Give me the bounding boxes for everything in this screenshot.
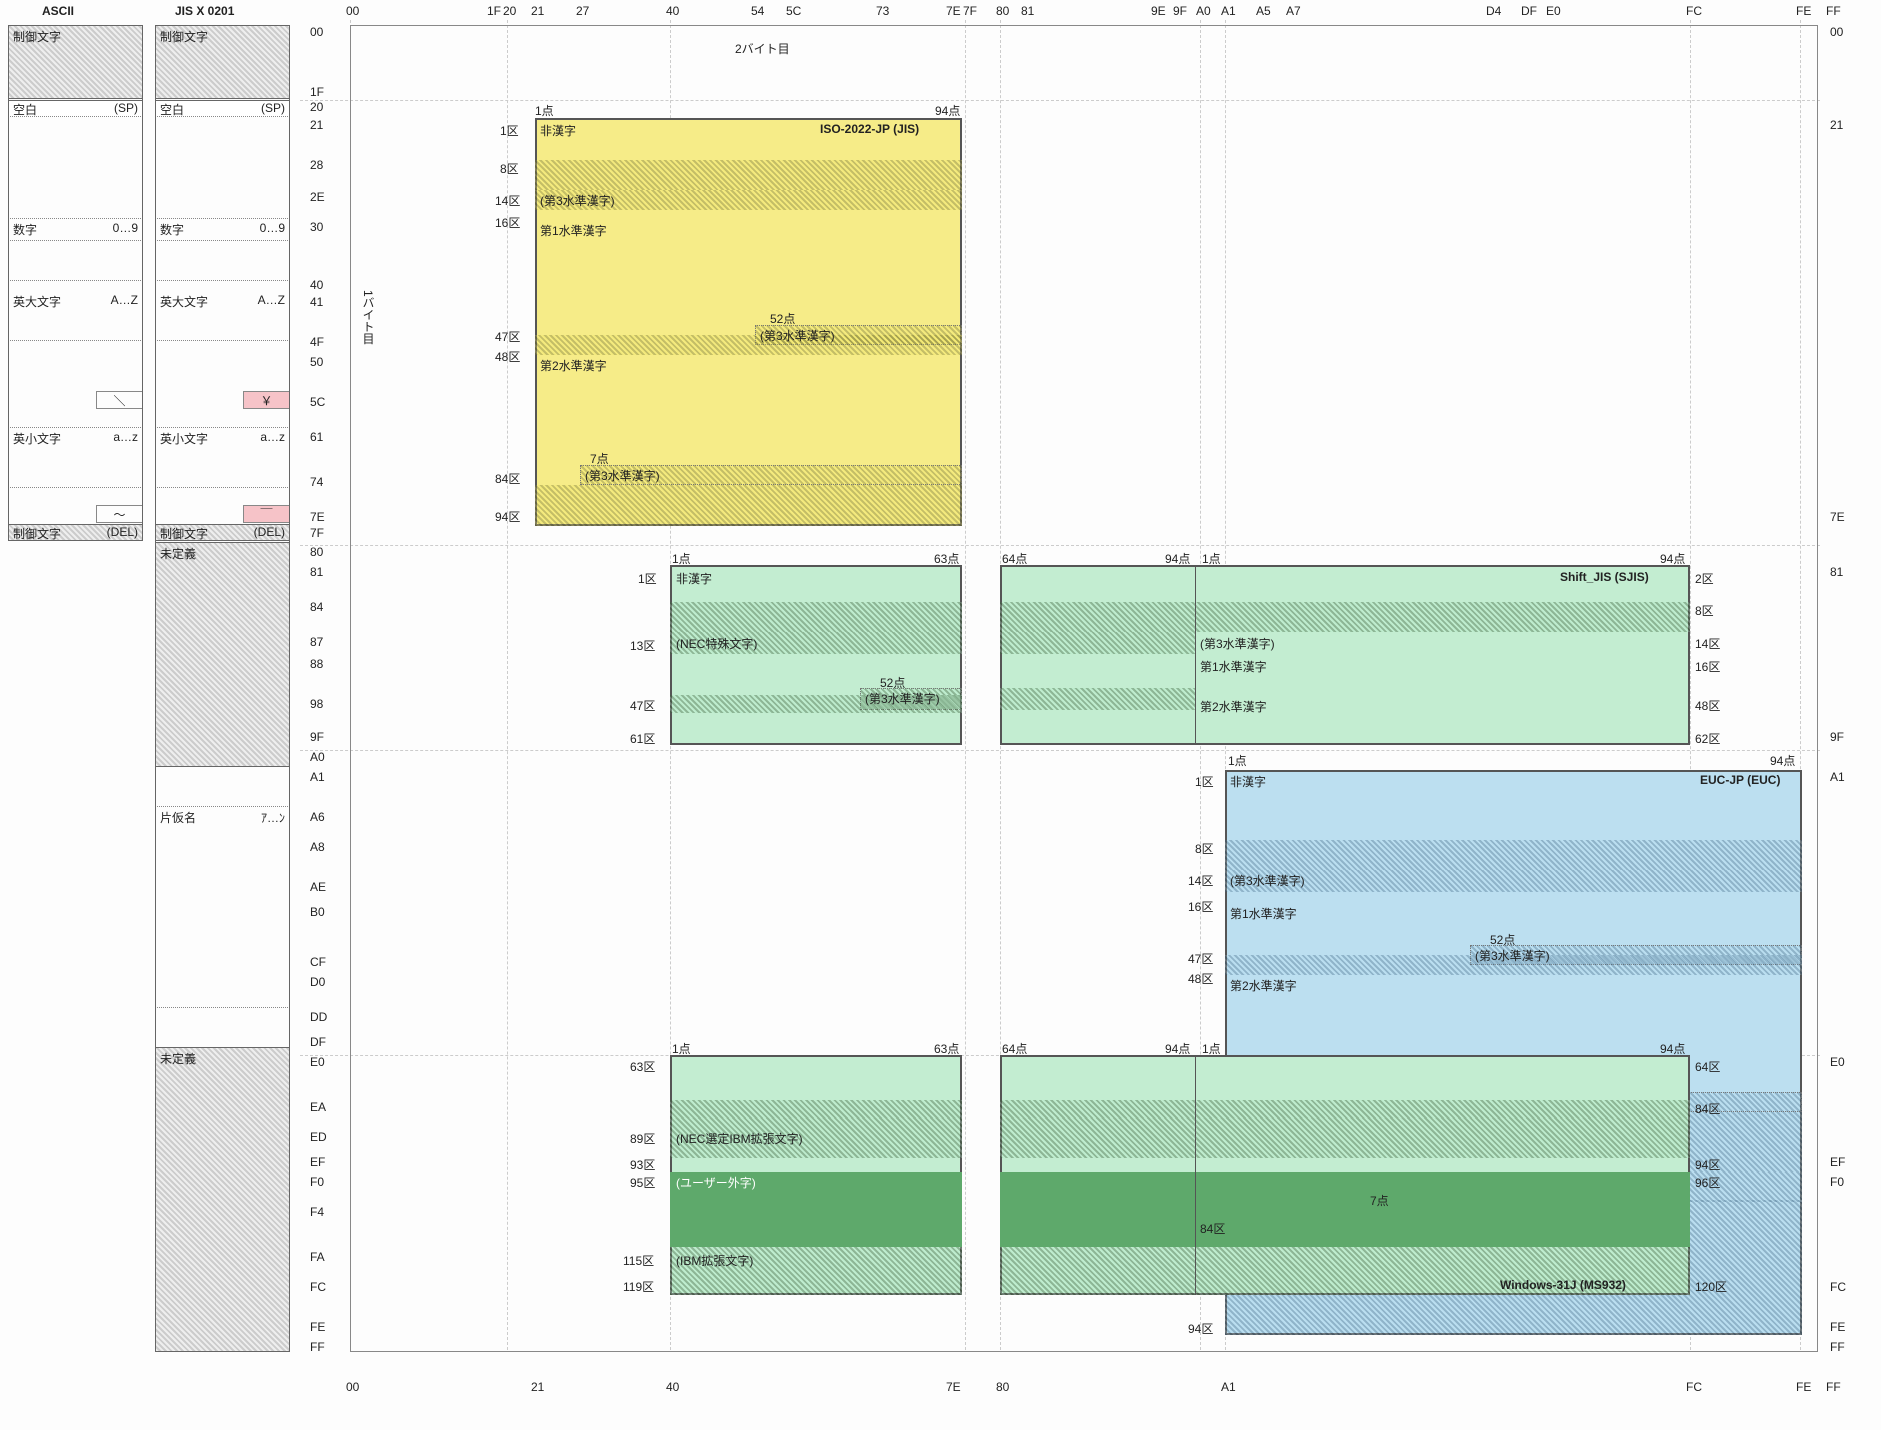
euc-title: EUC-JP (EUC) [1700, 773, 1780, 787]
ms932-title: Windows-31J (MS932) [1500, 1278, 1626, 1292]
encoding-map-diagram: ASCII JIS X 0201 00 1F 20 21 27 40 54 5C… [0, 0, 1881, 1430]
sjis-title: Shift_JIS (SJIS) [1560, 570, 1649, 584]
sjis-upper-right [1000, 565, 1690, 745]
hex-top-00: 00 [346, 4, 359, 18]
sjis-upper-left [670, 565, 962, 745]
iso-title: ISO-2022-JP (JIS) [820, 122, 919, 136]
col-ascii-title: ASCII [42, 4, 74, 18]
col-jis0201-title: JIS X 0201 [175, 4, 234, 18]
